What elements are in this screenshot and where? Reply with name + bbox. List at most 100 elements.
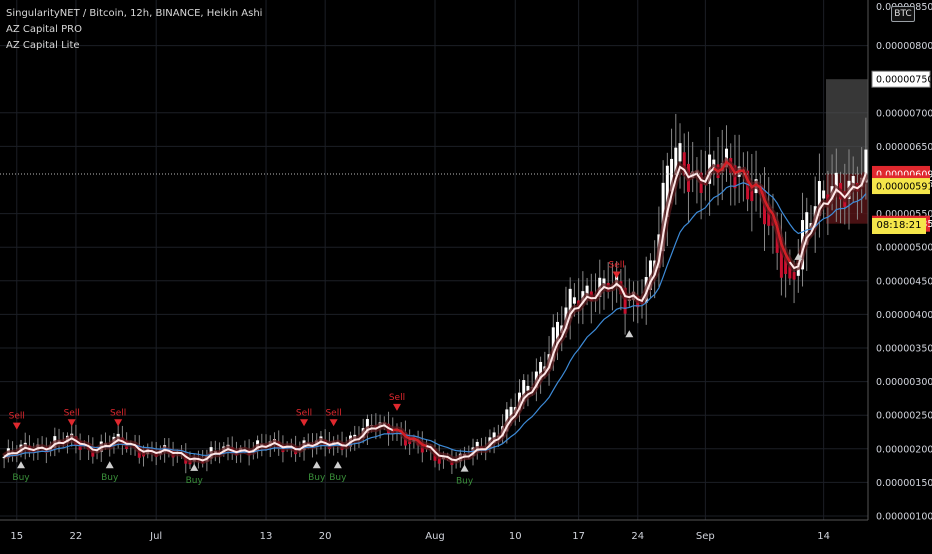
sell-label: Sell (9, 412, 25, 422)
buy-arrow (105, 461, 114, 469)
y-tick-label: 0.00000100 (876, 512, 932, 523)
sell-arrow (300, 419, 309, 427)
sell-label: Sell (325, 408, 341, 418)
buy-arrow (312, 461, 321, 469)
buy-arrow (460, 464, 469, 472)
candle-body (585, 285, 589, 298)
buy-label: Buy (308, 473, 326, 483)
sell-label: Sell (609, 260, 625, 270)
candle (851, 156, 855, 203)
sell-arrow (12, 422, 21, 430)
candle-body (750, 185, 754, 202)
candle (568, 277, 572, 340)
candle (750, 153, 754, 232)
buy-arrow (625, 330, 634, 338)
price-tag-label: 0.00000591 (876, 182, 932, 193)
trend-red-segment (713, 160, 791, 263)
x-tick-label: Jul (149, 531, 162, 542)
buy-label: Buy (329, 473, 347, 483)
y-tick-label: 0.00000800 (876, 41, 932, 52)
buy-label: Buy (101, 473, 119, 483)
candle-body (602, 278, 606, 288)
buy-arrow (333, 461, 342, 469)
x-tick-label: 13 (260, 531, 273, 542)
candle (691, 141, 695, 193)
candle-body (623, 287, 627, 314)
y-tick-label: 0.00000250 (876, 411, 932, 422)
currency-badge[interactable]: BTC (891, 6, 915, 22)
y-tick-label: 0.00000650 (876, 142, 932, 153)
x-tick-label: Aug (425, 531, 445, 542)
buy-label: Buy (12, 473, 30, 483)
target-zone (826, 79, 868, 174)
candle-body (805, 212, 809, 245)
candle-body (682, 152, 686, 176)
y-tick-label: 0.00000500 (876, 243, 932, 254)
buy-arrow (17, 461, 26, 469)
candle-body (834, 172, 838, 194)
x-tick-label: Sep (696, 531, 715, 542)
candle-body (788, 265, 792, 279)
sell-label: Sell (110, 408, 126, 418)
y-tick-label: 0.00000150 (876, 478, 932, 489)
buy-arrow (794, 252, 803, 260)
candle (822, 180, 826, 219)
candle-body (784, 257, 788, 274)
chart-legend: SingularityNET / Bitcoin, 12h, BINANCE, … (6, 6, 262, 54)
candle-body (437, 454, 441, 464)
price-tag-label: 0.00000750 (876, 75, 932, 86)
candle-body (568, 288, 572, 319)
x-tick-label: 24 (631, 531, 644, 542)
symbol-title[interactable]: SingularityNET / Bitcoin, 12h, BINANCE, … (6, 8, 263, 19)
countdown-timer: 08:18:21 (872, 218, 926, 234)
candle (699, 149, 703, 220)
y-tick-label: 0.00000550 (876, 209, 932, 220)
price-tag: 0.00000591 (872, 178, 932, 195)
sell-label: Sell (296, 408, 312, 418)
candle-body (767, 207, 771, 226)
candle-body (365, 419, 369, 433)
candle-body (665, 165, 669, 217)
candle-body (522, 380, 526, 402)
candle-body (674, 147, 678, 176)
price-tag-label: 0.00000609 (876, 169, 932, 180)
y-tick-label: 0.00000350 (876, 344, 932, 355)
indicator-lite-label[interactable]: AZ Capital Lite (6, 40, 80, 51)
x-tick-label: 22 (70, 531, 83, 542)
sell-label: Sell (389, 393, 405, 403)
candle-body (792, 272, 796, 280)
candle-body (551, 327, 555, 362)
candle-body (526, 385, 530, 391)
buy-arrow (190, 463, 199, 471)
candle-body (572, 297, 576, 304)
price-axis (868, 0, 932, 550)
buy-label: Buy (456, 477, 474, 487)
candle-body (670, 158, 674, 192)
candle-body (556, 321, 560, 345)
x-tick-label: 15 (10, 531, 23, 542)
candle-body (822, 190, 826, 199)
trend-red-segment (392, 428, 427, 448)
candle-body (509, 406, 513, 421)
candle-body (851, 176, 855, 190)
buy-label: Buy (186, 476, 204, 486)
x-tick-labels: 15 22 Jul 13 20 Aug 10 17 24 Sep 14 (10, 531, 830, 542)
price-tag-bg (871, 70, 931, 88)
y-tick-label: 0.00000200 (876, 444, 932, 455)
candle-body (864, 149, 868, 183)
candle-body (817, 181, 821, 216)
x-tick-label: 14 (817, 531, 830, 542)
candle (817, 153, 821, 238)
x-tick-label: 10 (509, 531, 522, 542)
y-tick-label: 0.00000300 (876, 377, 932, 388)
sell-arrow (329, 419, 338, 427)
price-tag-bg (872, 178, 930, 195)
candle (526, 374, 530, 407)
x-tick-label: 20 (319, 531, 332, 542)
candle (682, 133, 686, 194)
y-tick-label: 0.00000400 (876, 310, 932, 321)
candle (623, 265, 627, 335)
indicator-pro-label[interactable]: AZ Capital PRO (6, 24, 82, 35)
